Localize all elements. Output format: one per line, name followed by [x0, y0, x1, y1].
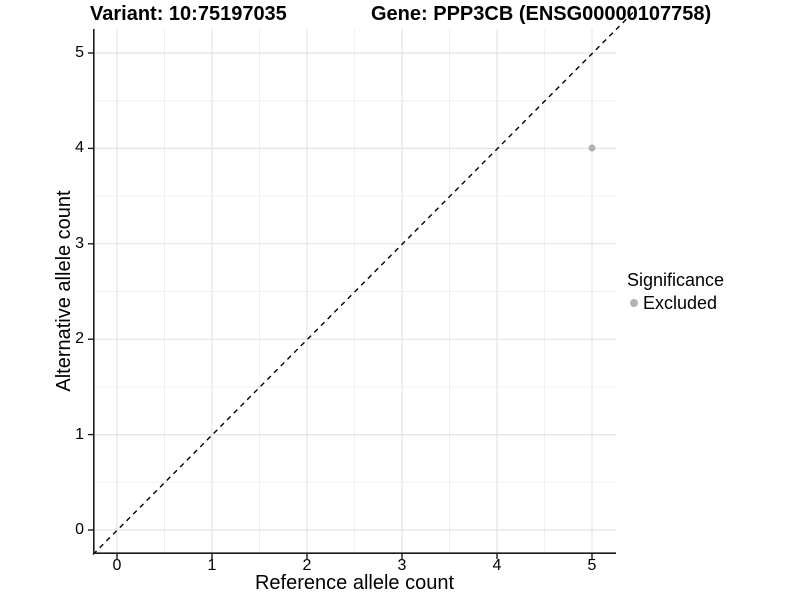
- x-tick-label: 2: [302, 557, 312, 574]
- legend-item-excluded: Excluded: [627, 292, 724, 314]
- legend: Significance Excluded: [627, 269, 724, 314]
- excluded-point-icon: [630, 299, 638, 307]
- identity-line: [92, 12, 634, 555]
- y-tick-label: 1: [75, 426, 84, 443]
- x-tick-label: 3: [397, 557, 407, 574]
- x-tick-label: 5: [587, 557, 597, 574]
- plot-panel: [88, 12, 634, 559]
- x-tick-label: 1: [207, 557, 217, 574]
- data-point: [588, 144, 596, 152]
- y-axis-title: Alternative allele count: [53, 190, 75, 392]
- variant-title: Variant: 10:75197035: [90, 3, 287, 25]
- legend-item-label: Excluded: [643, 293, 718, 313]
- x-tick-label: 0: [112, 557, 122, 574]
- x-tick-label: 4: [492, 557, 502, 574]
- y-tick-label: 2: [75, 330, 84, 347]
- y-tick-label: 5: [75, 44, 84, 61]
- y-tick-label: 0: [75, 521, 84, 538]
- y-tick-label: 4: [75, 139, 84, 156]
- legend-title: Significance: [627, 270, 725, 290]
- plot-grid: [88, 12, 634, 559]
- x-axis-title: Reference allele count: [254, 572, 454, 594]
- y-tick-label: 3: [75, 235, 84, 252]
- gene-title: Gene: PPP3CB (ENSG00000107758): [371, 3, 712, 25]
